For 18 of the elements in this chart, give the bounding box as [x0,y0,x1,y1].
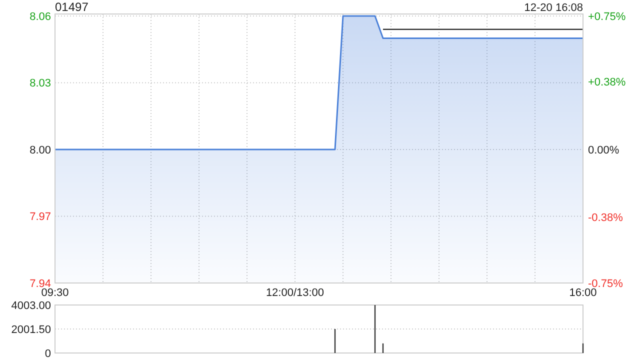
x-tick-label: 16:00 [569,287,597,299]
y-tick-label: 0 [44,348,51,360]
y2-tick-label: -0.38% [588,212,624,224]
x-tick-label: 09:30 [41,287,69,299]
chart-subtitle: 12-20 16:08 [524,2,583,14]
y-tick-label: 8.06 [30,10,51,23]
y-tick-label: 8.00 [30,144,51,156]
chart-title: 01497 [55,0,89,14]
y2-tick-label: +0.38% [588,76,626,89]
y-tick-label: 7.94 [30,278,51,290]
y-tick-label: 7.97 [30,211,51,224]
y2-tick-label: -0.75% [588,278,624,290]
x-tick-label: 12:00/13:00 [266,287,324,299]
y-tick-label: 4003.00 [11,300,51,312]
y2-tick-label: 0.00% [588,144,620,156]
y-tick-label: 2001.50 [11,324,51,336]
y-tick-label: 8.03 [30,78,51,90]
y2-tick-label: +0.75% [588,10,626,23]
